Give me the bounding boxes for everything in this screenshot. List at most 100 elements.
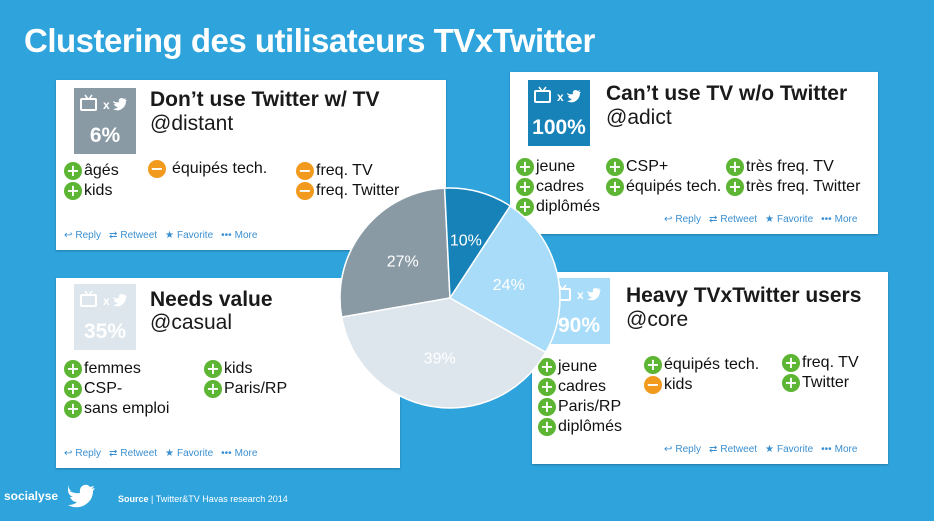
plus-icon: + xyxy=(606,178,624,196)
retweet-icon: ⇄ xyxy=(108,230,118,241)
plus-icon: + xyxy=(516,178,534,196)
star-icon: ★ xyxy=(765,214,775,225)
svg-text:x: x xyxy=(557,90,564,104)
plus-icon: + xyxy=(606,158,624,176)
plus-icon: + xyxy=(726,158,744,176)
plus-icon: + xyxy=(64,400,82,418)
retweet-button[interactable]: ⇄ Retweet xyxy=(708,444,758,455)
plus-icon: + xyxy=(538,358,556,376)
trait-item: + kids xyxy=(64,182,112,200)
minus-icon: − xyxy=(296,162,314,180)
twitter-bird-icon xyxy=(68,484,95,508)
favorite-button[interactable]: ★ Favorite xyxy=(765,444,814,455)
favorite-button[interactable]: ★ Favorite xyxy=(165,230,214,241)
retweet-button[interactable]: ⇄ Retweet xyxy=(708,214,758,225)
trait-item: + très freq. TV xyxy=(726,158,834,176)
trait-item: + âgés xyxy=(64,162,119,180)
minus-icon: − xyxy=(148,160,166,178)
plus-icon: + xyxy=(782,374,800,392)
retweet-icon: ⇄ xyxy=(708,444,718,455)
trait-item: + jeune xyxy=(538,358,597,376)
retweet-icon: ⇄ xyxy=(708,214,718,225)
socialyse-logo: socialyse xyxy=(4,489,59,503)
reply-button[interactable]: ↩ Reply xyxy=(664,444,701,455)
tweet-actions: ↩ Reply ⇄ Retweet ★ Favorite ••• More xyxy=(664,214,857,225)
reply-button[interactable]: ↩ Reply xyxy=(64,230,101,241)
plus-icon: + xyxy=(64,182,82,200)
plus-icon: + xyxy=(726,178,744,196)
trait-item: − freq. Twitter xyxy=(296,182,399,200)
badge-adict: x 100% xyxy=(528,80,590,146)
trait-item: + sans emploi xyxy=(64,400,169,418)
card-handle: @core xyxy=(626,308,689,331)
trait-item: + CSP- xyxy=(64,380,122,398)
more-button[interactable]: ••• More xyxy=(821,444,858,455)
trait-item: + CSP+ xyxy=(606,158,668,176)
reply-icon: ↩ xyxy=(664,444,673,455)
badge-percentage: 90% xyxy=(557,314,601,337)
pie-slice xyxy=(340,297,547,409)
plus-icon: + xyxy=(644,356,662,374)
retweet-button[interactable]: ⇄ Retweet xyxy=(108,230,158,241)
tweet-actions: ↩ Reply ⇄ Retweet ★ Favorite ••• More xyxy=(64,448,257,459)
tv-x-twitter-icon: x xyxy=(80,290,127,308)
trait-item: + Paris/RP xyxy=(204,380,287,398)
card-title: Can’t use TV w/o Twitter xyxy=(606,82,848,105)
svg-text:x: x xyxy=(577,288,584,302)
favorite-button[interactable]: ★ Favorite xyxy=(765,214,814,225)
minus-icon: − xyxy=(644,376,662,394)
plus-icon: + xyxy=(538,398,556,416)
trait-item: + jeune xyxy=(516,158,575,176)
reply-button[interactable]: ↩ Reply xyxy=(64,448,101,459)
plus-icon: + xyxy=(516,198,534,216)
trait-item: + cadres xyxy=(516,178,584,196)
retweet-icon: ⇄ xyxy=(108,448,118,459)
trait-item: + diplômés xyxy=(538,418,622,436)
pie-slice xyxy=(339,187,451,318)
badge-percentage: 6% xyxy=(89,124,121,147)
trait-item: + kids xyxy=(204,360,252,378)
trait-item: + équipés tech. xyxy=(606,178,721,196)
card-adict: x 100% Can’t use TV w/o Twitter @adict +… xyxy=(510,72,878,234)
pie-slice-label: 27% xyxy=(387,253,419,270)
svg-text:x: x xyxy=(103,294,110,308)
card-distant: x 6% Don’t use Twitter w/ TV @distant + â… xyxy=(56,80,446,250)
retweet-button[interactable]: ⇄ Retweet xyxy=(108,448,158,459)
more-icon: ••• xyxy=(221,448,232,459)
reply-button[interactable]: ↩ Reply xyxy=(664,214,701,225)
pie-slice xyxy=(448,204,561,354)
plus-icon: + xyxy=(782,354,800,372)
minus-icon: − xyxy=(296,182,314,200)
badge-casual: x 35% xyxy=(74,284,136,350)
more-button[interactable]: ••• More xyxy=(821,214,858,225)
trait-item: + très freq. Twitter xyxy=(726,178,860,196)
trait-item: + Twitter xyxy=(782,374,849,392)
trait-item: + freq. TV xyxy=(782,354,859,372)
reply-icon: ↩ xyxy=(664,214,673,225)
card-core: x 90% Heavy TVxTwitter users @core + jeun… xyxy=(532,272,888,464)
badge-percentage: 35% xyxy=(83,320,127,343)
pie-chart: 27% 10% 24% 39% xyxy=(339,187,561,409)
more-icon: ••• xyxy=(221,230,232,241)
plus-icon: + xyxy=(64,380,82,398)
trait-item: − kids xyxy=(644,376,692,394)
tweet-actions: ↩ Reply ⇄ Retweet ★ Favorite ••• More xyxy=(664,444,857,455)
trait-item: + femmes xyxy=(64,360,141,378)
star-icon: ★ xyxy=(165,448,175,459)
card-title: Heavy TVxTwitter users xyxy=(626,284,862,307)
reply-icon: ↩ xyxy=(64,448,73,459)
reply-icon: ↩ xyxy=(64,230,73,241)
plus-icon: + xyxy=(538,418,556,436)
card-title: Needs value xyxy=(150,288,273,311)
card-title: Don’t use Twitter w/ TV xyxy=(150,88,380,111)
plus-icon: + xyxy=(538,378,556,396)
trait-item: + cadres xyxy=(538,378,606,396)
page-title: Clustering des utilisateurs TVxTwitter xyxy=(24,22,595,59)
badge-percentage: 100% xyxy=(532,116,586,139)
favorite-button[interactable]: ★ Favorite xyxy=(165,448,214,459)
more-button[interactable]: ••• More xyxy=(221,448,258,459)
card-handle: @casual xyxy=(150,311,233,334)
svg-text:x: x xyxy=(103,98,110,112)
more-button[interactable]: ••• More xyxy=(221,230,258,241)
tv-x-twitter-icon: x xyxy=(534,86,581,104)
